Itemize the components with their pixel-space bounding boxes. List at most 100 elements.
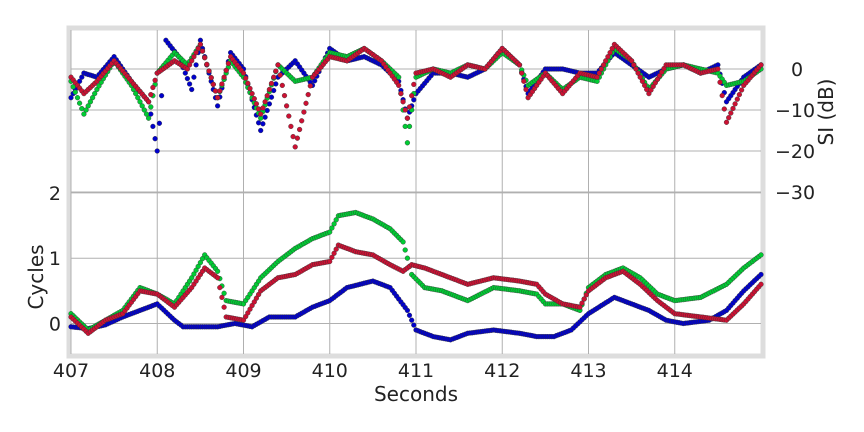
cycles-point bbox=[577, 304, 583, 310]
si-point bbox=[271, 74, 277, 80]
si-point bbox=[79, 105, 85, 112]
x-tick-label: 409 bbox=[225, 360, 261, 382]
si-point bbox=[297, 126, 303, 133]
si-point bbox=[635, 70, 641, 76]
si-point bbox=[607, 49, 613, 56]
si-point bbox=[303, 100, 309, 106]
y-tick-label-right: −20 bbox=[775, 141, 815, 163]
cycles-point bbox=[400, 239, 406, 245]
tick-labels: 407 408 409 410 411 412 413 414 0 1 2 0 −10 −20 −30 bbox=[49, 59, 815, 382]
si-point bbox=[256, 120, 262, 126]
si-point bbox=[189, 86, 195, 93]
si-point bbox=[247, 85, 253, 92]
si-point bbox=[605, 54, 611, 60]
si-point bbox=[271, 87, 277, 94]
cycles-point bbox=[402, 247, 408, 253]
si-point bbox=[159, 93, 165, 99]
cycles-point bbox=[329, 225, 335, 231]
si-point bbox=[400, 99, 406, 105]
si-point bbox=[404, 140, 411, 146]
si-point bbox=[156, 120, 163, 126]
si-point bbox=[279, 82, 285, 89]
y-tick-label-left: 0 bbox=[49, 314, 61, 336]
y-axis-label-right: SI (dB) bbox=[814, 79, 838, 146]
si-point bbox=[264, 107, 270, 114]
cycles-point bbox=[333, 246, 339, 252]
cycles-point bbox=[215, 275, 221, 281]
si-point bbox=[609, 45, 615, 52]
si-point bbox=[603, 58, 609, 64]
cycles-point bbox=[406, 312, 413, 318]
si-point bbox=[193, 62, 199, 68]
si-point bbox=[150, 123, 156, 130]
si-point bbox=[223, 67, 229, 74]
si-point bbox=[268, 80, 275, 87]
si-point bbox=[637, 74, 643, 80]
cycles-point bbox=[189, 275, 195, 281]
si-point bbox=[402, 107, 408, 113]
si-point bbox=[79, 74, 85, 80]
si-point bbox=[409, 93, 415, 99]
si-point bbox=[68, 95, 74, 101]
si-point bbox=[406, 123, 413, 130]
si-point bbox=[76, 100, 83, 106]
si-point bbox=[243, 75, 249, 81]
cycles-point bbox=[404, 255, 411, 261]
si-point bbox=[262, 99, 268, 105]
si-point bbox=[736, 91, 743, 98]
cycles-point bbox=[327, 229, 333, 235]
y-tick-label-right: −30 bbox=[775, 182, 815, 204]
x-tick-label: 408 bbox=[139, 360, 175, 382]
si-point bbox=[292, 144, 298, 150]
cycles-point bbox=[409, 317, 415, 323]
cycles-point bbox=[215, 268, 221, 274]
x-tick-label: 412 bbox=[484, 360, 520, 382]
cycles-point bbox=[219, 294, 225, 301]
cycles-point bbox=[217, 285, 223, 291]
series-layer bbox=[68, 37, 764, 343]
si-point bbox=[398, 90, 404, 97]
si-point bbox=[81, 111, 87, 117]
si-point bbox=[260, 105, 266, 111]
cycles-point bbox=[581, 296, 587, 302]
si-point bbox=[137, 99, 143, 105]
si-point bbox=[135, 95, 141, 101]
si-point bbox=[152, 136, 158, 142]
si-point bbox=[288, 123, 294, 130]
cycles-point bbox=[331, 221, 337, 227]
cycles-point bbox=[191, 271, 197, 277]
si-point bbox=[600, 62, 607, 68]
si-point bbox=[286, 113, 292, 119]
si-point bbox=[258, 127, 264, 134]
si-point bbox=[89, 95, 96, 101]
cycles-point bbox=[329, 254, 335, 261]
si-point bbox=[245, 80, 251, 86]
si-point bbox=[87, 99, 94, 105]
si-point bbox=[182, 70, 188, 76]
si-point bbox=[191, 74, 197, 80]
cycles-point bbox=[221, 290, 227, 296]
si-point bbox=[628, 58, 635, 64]
si-point bbox=[72, 89, 78, 95]
si-point bbox=[146, 115, 152, 121]
si-point bbox=[152, 77, 158, 83]
cycles-point bbox=[583, 292, 589, 298]
si-point bbox=[141, 107, 147, 113]
si-point bbox=[402, 123, 408, 130]
si-point bbox=[721, 106, 727, 112]
x-axis-label: Seconds bbox=[374, 382, 458, 406]
si-point bbox=[719, 92, 725, 99]
si-point bbox=[633, 66, 639, 72]
si-point bbox=[268, 94, 275, 100]
si-point bbox=[249, 90, 255, 97]
si-point bbox=[212, 88, 219, 94]
si-point bbox=[641, 82, 648, 89]
si-point bbox=[732, 101, 738, 107]
si-point bbox=[273, 68, 279, 74]
cycles-point bbox=[758, 252, 764, 258]
si-point bbox=[251, 96, 257, 102]
si-point bbox=[133, 90, 139, 97]
si-point bbox=[195, 45, 201, 52]
si-point bbox=[202, 55, 208, 61]
